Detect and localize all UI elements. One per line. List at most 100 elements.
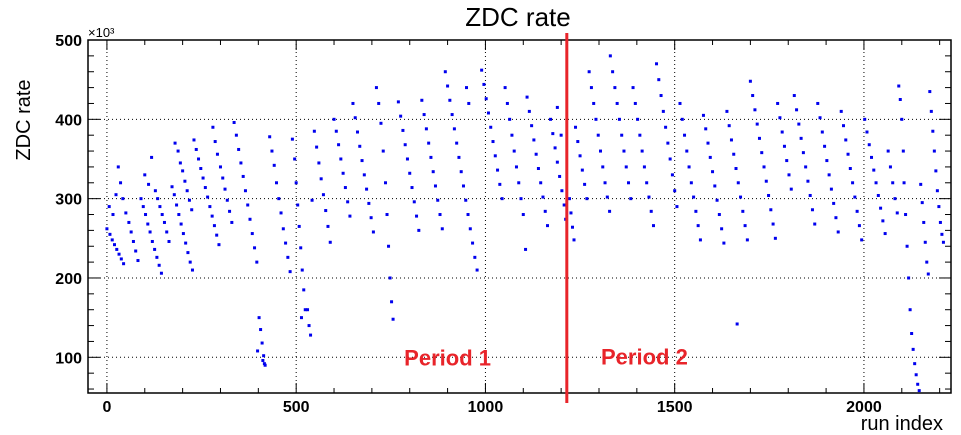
data-point xyxy=(153,247,157,251)
data-point xyxy=(920,201,924,205)
data-point xyxy=(553,146,557,150)
data-point xyxy=(739,195,743,199)
data-point xyxy=(888,165,892,169)
data-point xyxy=(218,165,222,169)
y-axis-title: ZDC rate xyxy=(13,79,35,160)
data-point xyxy=(221,176,225,180)
data-point xyxy=(797,122,801,126)
data-point xyxy=(339,157,343,161)
data-point xyxy=(680,117,684,121)
data-point xyxy=(111,213,115,217)
data-point xyxy=(187,198,191,202)
data-point xyxy=(391,317,395,321)
data-point xyxy=(816,101,820,105)
data-point xyxy=(874,181,878,185)
data-point xyxy=(131,239,135,243)
data-point xyxy=(863,117,867,121)
data-point xyxy=(664,125,668,129)
data-point xyxy=(546,224,550,228)
data-point xyxy=(941,240,945,244)
data-point xyxy=(574,125,578,129)
data-point xyxy=(388,276,392,280)
data-point xyxy=(165,230,169,234)
data-point xyxy=(629,197,633,201)
data-point xyxy=(743,224,747,228)
data-point xyxy=(569,211,573,215)
data-point xyxy=(585,197,589,201)
data-point xyxy=(438,213,442,217)
data-point xyxy=(306,308,310,312)
data-point xyxy=(931,129,935,133)
period-label: Period 1 xyxy=(404,345,491,370)
data-point xyxy=(636,117,640,121)
data-point xyxy=(937,205,941,209)
data-point xyxy=(627,181,631,185)
data-point xyxy=(521,213,525,217)
data-point xyxy=(701,113,705,117)
data-point xyxy=(514,165,518,169)
data-point xyxy=(562,203,566,207)
y-tick-label: 500 xyxy=(55,33,82,50)
data-point xyxy=(762,165,766,169)
y-tick-label: 100 xyxy=(55,350,82,367)
data-point xyxy=(480,68,484,72)
data-point xyxy=(541,195,545,199)
data-point xyxy=(315,145,319,149)
period-label: Period 2 xyxy=(601,345,688,370)
data-point xyxy=(160,213,164,217)
data-point xyxy=(150,155,154,159)
data-point xyxy=(642,165,646,169)
data-point xyxy=(801,151,805,155)
data-point xyxy=(420,98,424,102)
data-point xyxy=(851,181,855,185)
y-axis-multiplier: ×10³ xyxy=(88,25,115,40)
data-point xyxy=(732,152,736,156)
data-point xyxy=(576,140,580,144)
data-point xyxy=(466,213,470,217)
data-point xyxy=(262,354,266,358)
data-point xyxy=(624,165,628,169)
data-point xyxy=(613,86,617,90)
data-point xyxy=(608,209,612,213)
data-point xyxy=(611,70,615,74)
data-point xyxy=(455,141,459,145)
data-point xyxy=(704,127,708,131)
data-point xyxy=(698,238,702,242)
data-point xyxy=(156,197,160,201)
data-point xyxy=(190,208,194,212)
data-point xyxy=(839,109,843,113)
data-point xyxy=(657,78,661,82)
data-point xyxy=(692,195,696,199)
data-point xyxy=(736,181,740,185)
data-point xyxy=(274,181,278,185)
plot-frame xyxy=(87,39,952,394)
data-point xyxy=(587,70,591,74)
data-point xyxy=(309,333,313,337)
data-point xyxy=(239,161,243,165)
data-point xyxy=(808,193,812,197)
data-point xyxy=(431,170,435,174)
data-point xyxy=(299,316,303,320)
data-point xyxy=(190,268,194,272)
data-point xyxy=(596,133,600,137)
data-point xyxy=(622,149,626,153)
y-tick-label: 200 xyxy=(55,271,82,288)
data-point xyxy=(173,141,177,145)
data-point xyxy=(473,255,477,259)
data-point xyxy=(578,154,582,158)
data-point xyxy=(403,143,407,147)
data-point xyxy=(144,213,148,217)
data-point xyxy=(153,189,157,193)
data-point xyxy=(129,230,133,234)
data-point xyxy=(213,140,217,144)
data-point xyxy=(181,169,185,173)
data-point xyxy=(696,224,700,228)
data-point xyxy=(503,86,507,90)
data-point xyxy=(121,197,125,201)
data-point xyxy=(424,127,428,131)
data-point xyxy=(567,197,571,201)
data-point xyxy=(184,241,188,245)
data-point xyxy=(297,224,301,228)
data-point xyxy=(290,137,294,141)
data-point xyxy=(232,120,236,124)
